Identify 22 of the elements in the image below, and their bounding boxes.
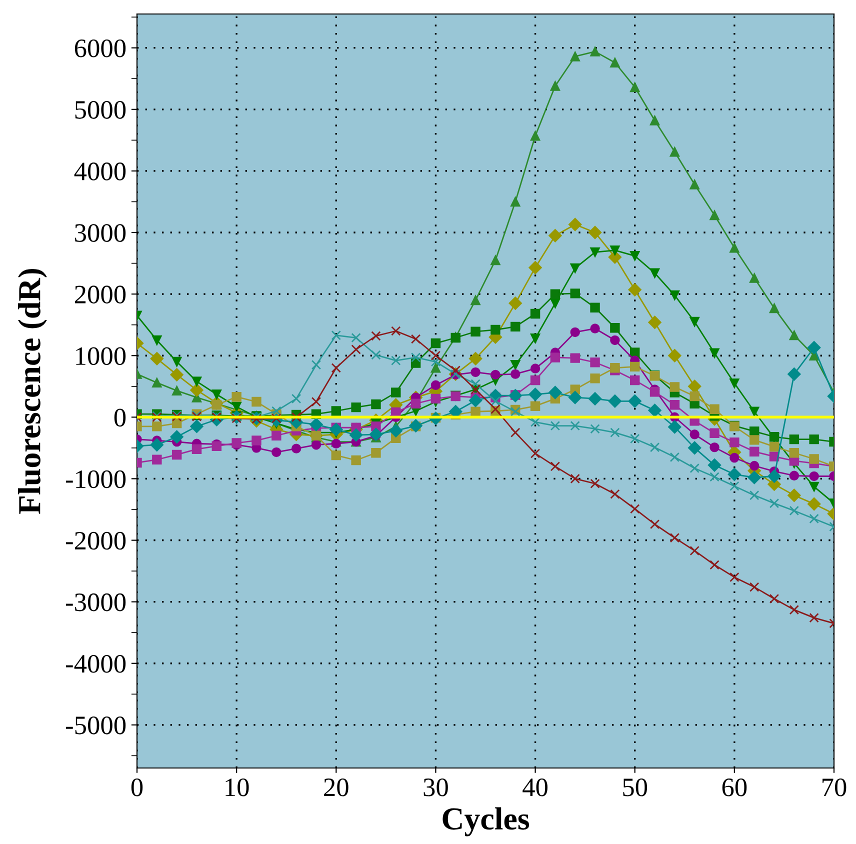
x-axis-title: Cycles [442,807,530,836]
y-axis-title: Fluorescence (dR) [18,268,47,514]
y-tick-label: -3000 [66,593,126,612]
y-tick-label: -5000 [66,716,126,734]
x-tick-label: 70 [822,778,846,796]
y-tick-label: -4000 [66,654,126,673]
x-tick-label: 40 [522,778,548,796]
y-tick-label: -1000 [66,470,126,488]
y-tick-label: 5000 [75,101,126,119]
x-tick-label: 30 [424,778,448,796]
y-tick-label: 1000 [76,347,126,366]
y-tick-label: 4000 [74,162,126,180]
x-tick-label: 60 [722,778,747,796]
y-tick-label: 6000 [74,39,126,58]
y-tick-label: -2000 [66,532,126,550]
y-tick-label: 0 [114,408,126,427]
y-tick-label: 2000 [74,286,126,304]
x-tick-label: 10 [226,778,249,796]
x-tick-label: 50 [623,778,648,796]
x-tick-label: 20 [324,778,348,796]
x-tick-label: 0 [131,778,143,796]
y-tick-label: 3000 [75,224,126,242]
